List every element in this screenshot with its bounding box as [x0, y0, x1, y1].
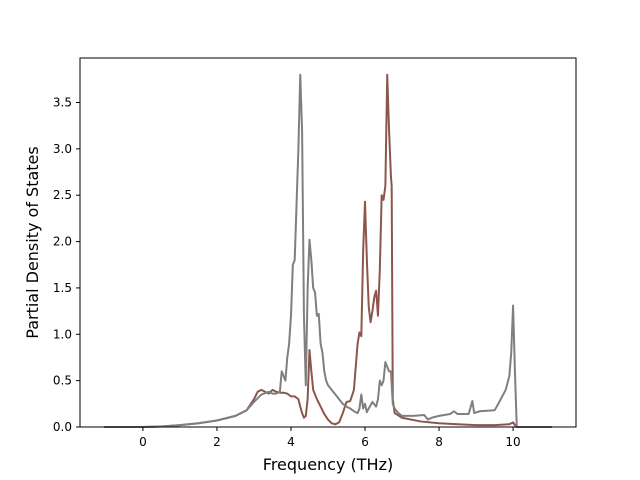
y-tick-label: 3.5 [53, 96, 72, 110]
y-tick-label: 1.0 [53, 327, 72, 341]
x-tick-label: 6 [361, 435, 369, 449]
x-axis-title: Frequency (THz) [263, 455, 393, 474]
series-layer [104, 73, 552, 428]
series-line-2 [104, 73, 552, 428]
x-tick-label: 2 [213, 435, 221, 449]
y-axis-title: Partial Density of States [23, 146, 42, 338]
plot-frame [79, 57, 577, 428]
y-tick-label: 1.5 [53, 281, 72, 295]
x-tick-label: 10 [505, 435, 520, 449]
x-tick-label: 8 [435, 435, 443, 449]
y-tick-label: 0.0 [53, 420, 72, 434]
y-tick-label: 2.5 [53, 188, 72, 202]
y-tick-label: 0.5 [53, 374, 72, 388]
x-tick-label: 0 [139, 435, 147, 449]
y-tick-label: 3.0 [53, 142, 72, 156]
x-tick-label: 4 [287, 435, 295, 449]
y-axis-ticks: 0.0 0.5 1.0 1.5 2.0 2.5 3.0 3.5 [53, 96, 80, 434]
y-tick-label: 2.0 [53, 235, 72, 249]
x-axis-ticks: 0 2 4 6 8 10 [139, 427, 521, 449]
